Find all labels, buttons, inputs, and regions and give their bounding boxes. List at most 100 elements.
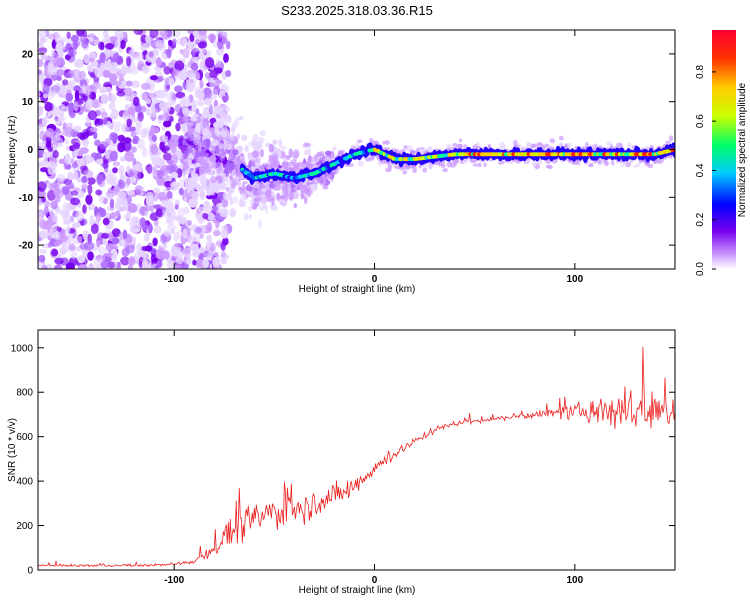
spectrogram-cell xyxy=(38,123,44,131)
spectrogram-cell xyxy=(93,131,98,140)
spectrogram-cell xyxy=(148,223,153,234)
spectrogram-cell xyxy=(40,50,47,61)
spectrogram-cell xyxy=(384,153,389,158)
spectrogram-cell xyxy=(207,250,215,260)
spectrogram-cell xyxy=(171,38,177,46)
spectrogram-cell xyxy=(43,93,48,99)
spectrogram-cell xyxy=(211,139,219,147)
snr-plot-area xyxy=(38,330,675,570)
spectrogram-cell xyxy=(174,60,185,71)
spectrogram-cell xyxy=(170,171,179,179)
spectrogram-cell xyxy=(483,162,487,168)
spectrogram-cell xyxy=(111,228,121,238)
spectrogram-cell xyxy=(216,48,225,56)
spectrogram-cell xyxy=(625,161,631,168)
spectrogram-cell xyxy=(128,256,136,266)
spectrogram-cell xyxy=(204,205,213,214)
spectrogram-cell xyxy=(95,158,104,165)
spectrogram-cell xyxy=(170,134,180,142)
spectrogram-cell xyxy=(268,143,275,153)
spectrogram-cell xyxy=(100,93,109,105)
spectrogram-cell xyxy=(39,130,46,141)
spectrogram-cell xyxy=(38,230,49,239)
spectrogram-cell xyxy=(118,199,128,206)
spectrogram-cell xyxy=(45,140,52,149)
spectrogram-cell xyxy=(418,149,425,154)
spectrogram-cell xyxy=(548,146,555,150)
spectrogram-cell xyxy=(218,90,224,99)
spectrogram-cell xyxy=(175,256,184,265)
spectrogram-cell xyxy=(38,72,45,83)
spectrogram-cell xyxy=(70,197,80,206)
spectrogram-cell xyxy=(52,150,59,159)
spectrogram-cell xyxy=(67,173,76,181)
spectrogram-cell xyxy=(114,261,119,267)
spec-y-tick-label: -20 xyxy=(19,241,34,252)
spectrogram-cell xyxy=(182,47,190,59)
spectrogram-cell xyxy=(211,186,217,192)
spectrogram-cell xyxy=(220,229,229,239)
colorbar-label: Normalized spectral amplitude xyxy=(737,82,748,217)
spectrogram-cell xyxy=(146,163,153,175)
spectrogram-cell xyxy=(76,150,84,156)
colorbar-tick-label: 0.4 xyxy=(695,163,706,177)
spectrogram-cell xyxy=(93,258,102,267)
spectrogram-cell xyxy=(113,80,122,86)
spectrogram-cell xyxy=(288,148,293,158)
spectrogram-cell xyxy=(159,101,169,111)
spectrogram-cell xyxy=(204,72,211,79)
spectrogram-cell xyxy=(233,175,238,186)
spectrogram-cell xyxy=(205,241,211,250)
spectrogram-cell xyxy=(125,244,135,254)
spectrogram-cell xyxy=(95,118,104,126)
spectrogram-cell xyxy=(127,168,137,178)
spectrogram-cell xyxy=(89,57,95,63)
spectrogram-cell xyxy=(566,143,572,148)
spectrogram-cell xyxy=(63,219,71,225)
spectrogram-cell xyxy=(186,220,192,227)
spectrogram-cell xyxy=(153,187,161,194)
spectrogram-cell xyxy=(274,160,281,167)
spectrogram-cell xyxy=(106,252,113,258)
spectrogram-cell xyxy=(45,128,55,138)
snr-y-label: SNR (10 * v/v) xyxy=(7,418,18,482)
spectrogram-cell xyxy=(149,107,157,118)
spectrogram-cell xyxy=(549,138,556,144)
spectrogram-cell xyxy=(114,39,121,49)
spectrogram-cell xyxy=(64,189,73,201)
spectrogram-cell xyxy=(221,251,226,258)
spectrogram-cell xyxy=(74,70,80,78)
spectrogram-cell xyxy=(145,195,155,207)
spectrogram-cell xyxy=(171,154,178,165)
spectrogram-cell xyxy=(56,69,65,76)
spectrogram-cell xyxy=(77,132,85,139)
spectrogram-cell xyxy=(155,57,162,67)
spectrogram-cell xyxy=(219,112,228,119)
spectrogram-cell xyxy=(168,77,175,86)
spectrogram-cell xyxy=(83,54,90,64)
spectrogram-cell xyxy=(167,224,177,232)
spectrogram-cell xyxy=(201,117,210,127)
spectrogram-cell xyxy=(231,121,237,132)
spectrogram-cell xyxy=(207,33,217,42)
colorbar-gradient xyxy=(712,30,736,269)
spec-x-tick-label: 0 xyxy=(372,274,378,285)
colorbar-tick-label: 0.6 xyxy=(695,114,706,128)
spectrogram-cell xyxy=(58,158,66,164)
spectrogram-cell xyxy=(133,30,144,35)
spectrogram-cell xyxy=(191,49,196,57)
spectrogram-cell xyxy=(38,30,47,38)
spectrogram-cell xyxy=(321,175,326,183)
spectrogram-cell xyxy=(191,171,195,178)
spectrogram-cell xyxy=(98,41,105,50)
spectrogram-cell xyxy=(242,181,248,185)
spectrogram-cell xyxy=(186,258,192,265)
spectrogram-cell xyxy=(178,187,184,196)
spectrogram-cell xyxy=(620,160,626,168)
spectrogram-cell xyxy=(208,104,214,115)
spectrogram-cell xyxy=(99,141,109,150)
spectrogram-cell xyxy=(200,47,207,56)
spectrogram-cell xyxy=(193,139,200,146)
